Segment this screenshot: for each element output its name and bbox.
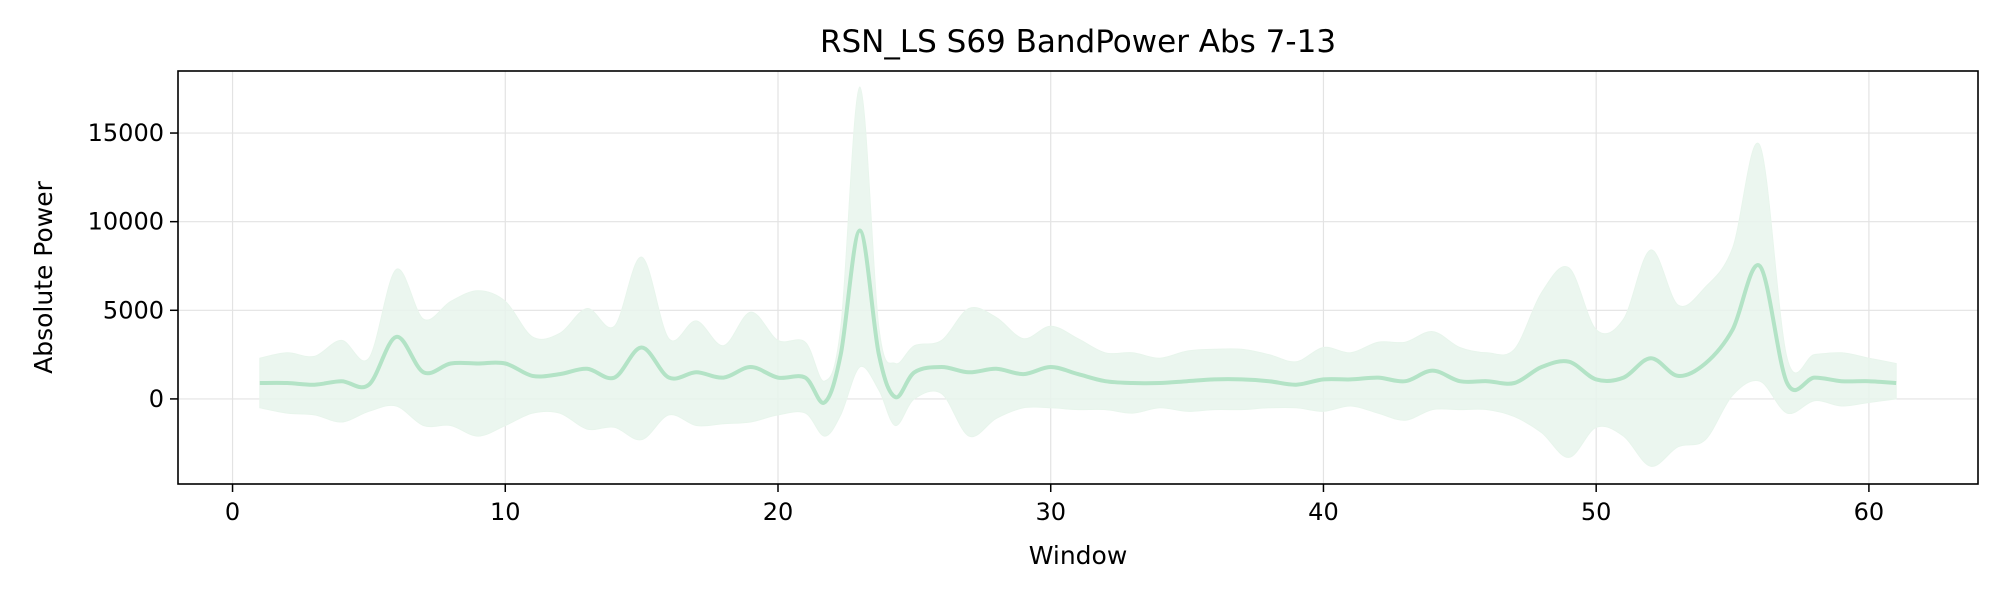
x-axis-label: Window bbox=[1029, 541, 1128, 570]
y-axis-ticks: 0 5000 10000 15000 bbox=[88, 119, 178, 413]
x-axis-ticks: 0 10 20 30 40 50 60 bbox=[225, 484, 1884, 526]
x-tick-label: 60 bbox=[1854, 498, 1885, 526]
x-tick-label: 0 bbox=[225, 498, 240, 526]
x-tick-label: 50 bbox=[1581, 498, 1612, 526]
chart-title: RSN_LS S69 BandPower Abs 7-13 bbox=[820, 24, 1336, 60]
x-tick-label: 40 bbox=[1308, 498, 1339, 526]
mean-line bbox=[259, 228, 1897, 405]
y-tick-label: 5000 bbox=[103, 296, 164, 324]
std-band bbox=[259, 86, 1897, 467]
y-tick-label: 15000 bbox=[88, 119, 164, 147]
y-tick-label: 10000 bbox=[88, 208, 164, 236]
x-tick-label: 10 bbox=[490, 498, 521, 526]
y-axis-label: Absolute Power bbox=[29, 180, 58, 374]
plot-frame bbox=[177, 70, 1979, 485]
x-tick-label: 20 bbox=[763, 498, 794, 526]
y-tick-label: 0 bbox=[149, 385, 164, 413]
x-tick-label: 30 bbox=[1035, 498, 1066, 526]
